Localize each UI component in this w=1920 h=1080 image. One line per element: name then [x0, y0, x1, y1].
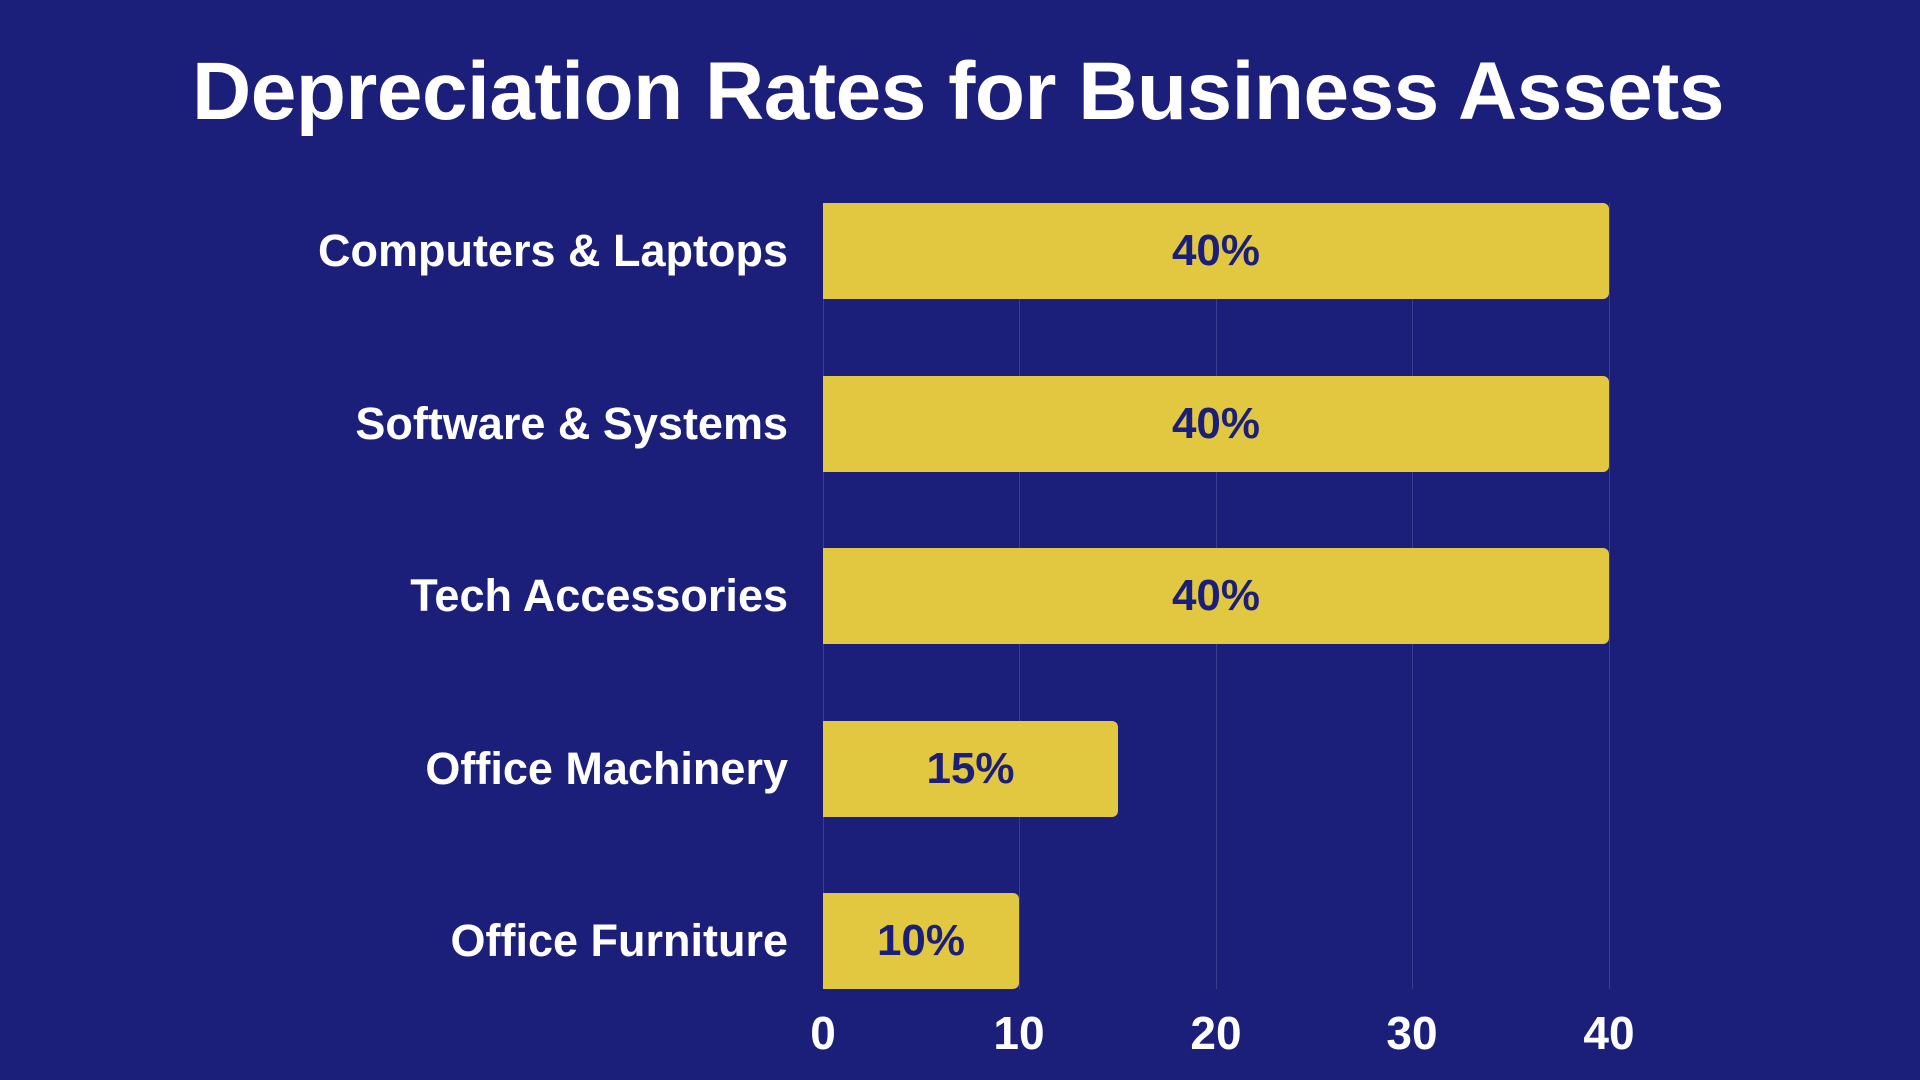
bar-value-label: 40% [1171, 571, 1261, 620]
x-tick-label: 0 [810, 1007, 836, 1059]
category-label: Software & Systems [355, 398, 788, 449]
x-tick-label: 40 [1583, 1007, 1635, 1059]
x-tick-label: 30 [1386, 1007, 1438, 1059]
x-tick-label: 20 [1190, 1007, 1242, 1059]
category-label: Office Furniture [450, 915, 788, 966]
bar-value-label: 15% [926, 744, 1015, 793]
category-label: Computers & Laptops [317, 225, 788, 276]
chart-title: Depreciation Rates for Business Assets [192, 46, 1724, 137]
gridline-40 [1609, 203, 1610, 989]
bar-value-label: 40% [1171, 399, 1261, 448]
bar-software-systems: 40% [823, 376, 1609, 472]
x-tick-label: 10 [993, 1007, 1045, 1059]
bar-value-label: 10% [876, 916, 966, 965]
category-label: Tech Accessories [410, 570, 788, 621]
bar-office-machinery: 15% [823, 721, 1118, 817]
bar-computers-laptops: 40% [823, 203, 1609, 299]
bar-tech-accessories: 40% [823, 548, 1609, 644]
category-label: Office Machinery [425, 743, 788, 794]
bar-value-label: 40% [1171, 226, 1261, 275]
bar-office-furniture: 10% [823, 893, 1019, 989]
